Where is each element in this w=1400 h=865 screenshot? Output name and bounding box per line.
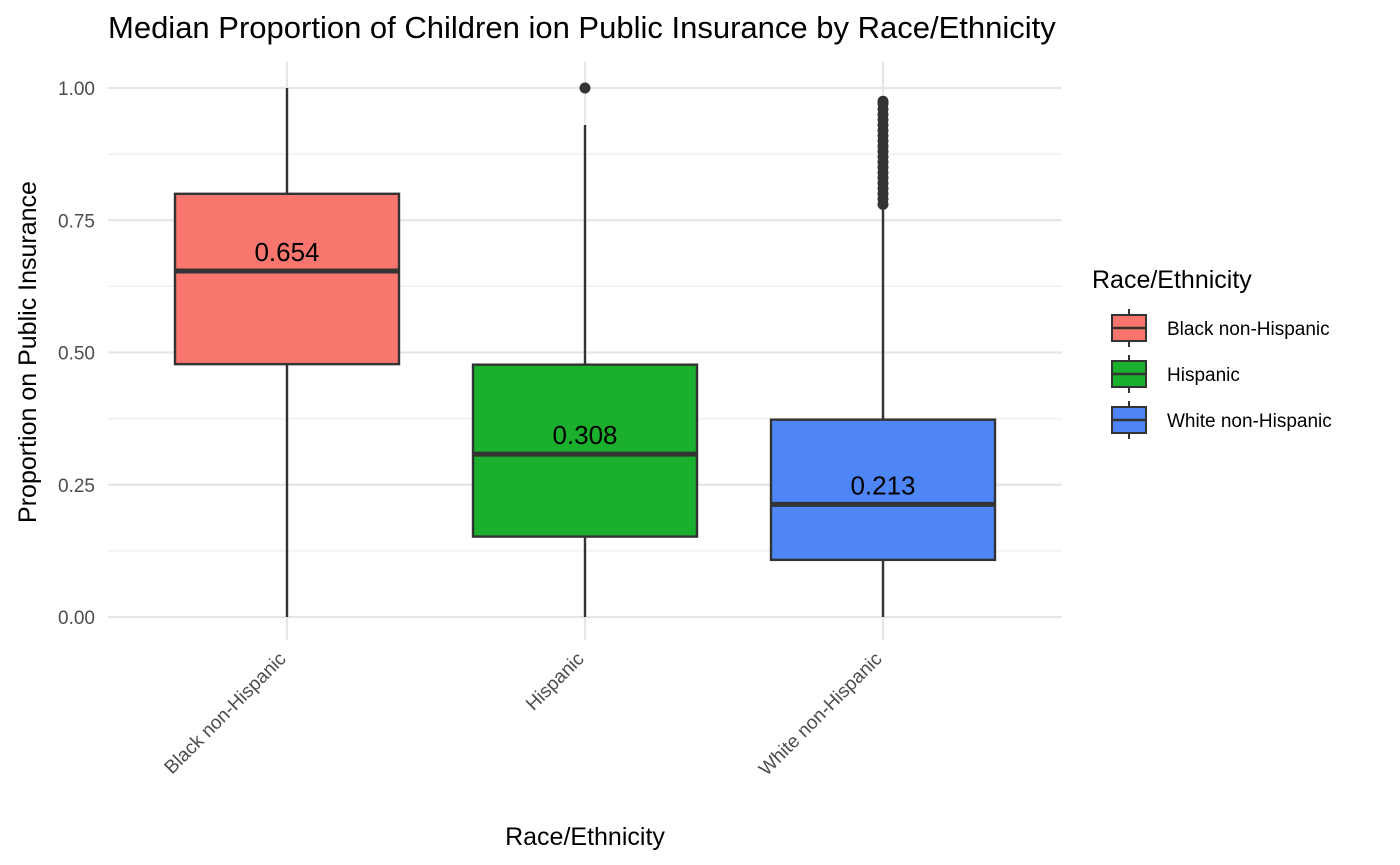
boxes-layer: 0.654 0.308 0.213 xyxy=(173,82,997,617)
iqr-box xyxy=(173,192,401,366)
legend-items: Black non-Hispanic Hispanic White non-Hisp… xyxy=(1111,309,1332,439)
outlier-point xyxy=(877,95,889,107)
box-white-non-hispanic: 0.213 xyxy=(769,95,997,617)
legend-item: White non-Hispanic xyxy=(1111,401,1332,439)
legend-item: Black non-Hispanic xyxy=(1111,309,1330,347)
legend-label: White non-Hispanic xyxy=(1167,411,1332,432)
y-axis-title: Proportion on Public Insurance xyxy=(14,181,42,523)
legend-label: Hispanic xyxy=(1167,365,1240,386)
chart-title: Median Proportion of Children ion Public… xyxy=(108,10,1056,45)
x-tick-label: White non-Hispanic xyxy=(755,649,886,780)
y-tick-label: 0.50 xyxy=(58,344,95,365)
box-black-non-hispanic: 0.654 xyxy=(173,88,401,617)
y-axis: 0.00 0.25 0.50 0.75 1.00 xyxy=(58,79,95,629)
y-tick-label: 0.25 xyxy=(58,476,95,497)
legend-title: Race/Ethnicity xyxy=(1092,266,1252,294)
y-tick-label: 0.75 xyxy=(58,211,95,232)
y-tick-label: 0.00 xyxy=(58,608,95,629)
outlier-point xyxy=(579,82,591,94)
legend: Race/Ethnicity Black non-Hispanic Hispani… xyxy=(1092,266,1332,439)
box-hispanic: 0.308 xyxy=(471,82,699,617)
iqr-box xyxy=(471,363,699,538)
legend-label: Black non-Hispanic xyxy=(1167,319,1330,340)
y-tick-label: 1.00 xyxy=(58,79,95,100)
median-value-label: 0.654 xyxy=(254,237,319,267)
iqr-box xyxy=(769,418,997,562)
x-axis-title: Race/Ethnicity xyxy=(505,823,665,851)
median-value-label: 0.308 xyxy=(552,420,617,450)
x-axis: Black non-Hispanic Hispanic White non-Hisp… xyxy=(161,649,887,780)
legend-item: Hispanic xyxy=(1111,355,1240,393)
x-tick-label: Black non-Hispanic xyxy=(161,649,291,779)
x-tick-label: Hispanic xyxy=(522,649,588,715)
median-value-label: 0.213 xyxy=(850,470,915,500)
